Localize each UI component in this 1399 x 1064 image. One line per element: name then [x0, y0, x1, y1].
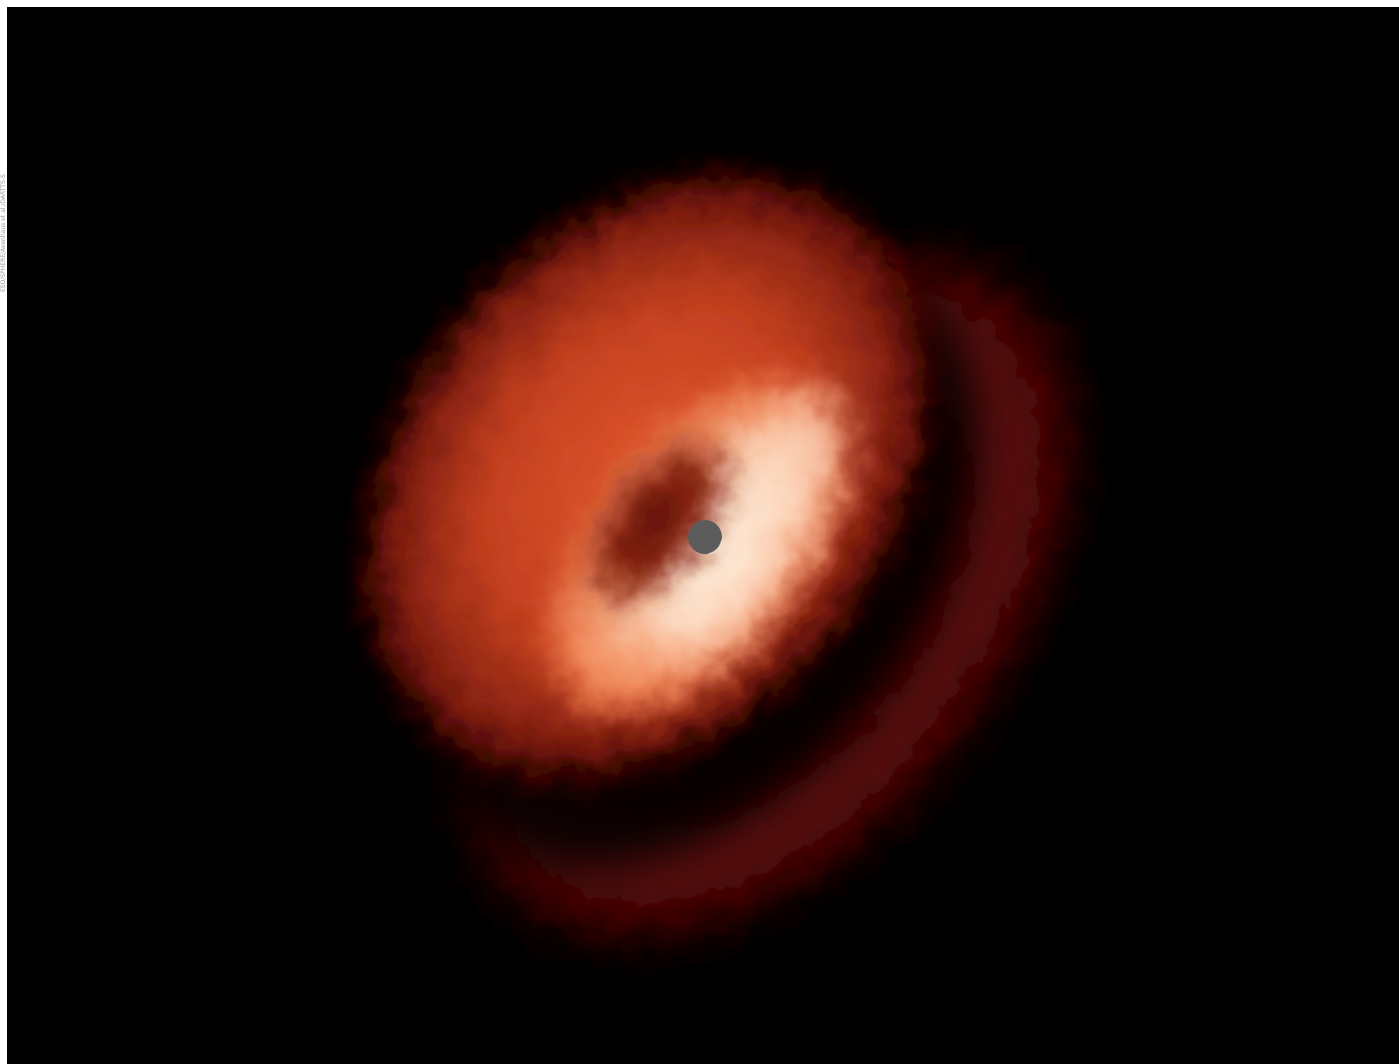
credit-strip: ESO/SPHERE/Avenhaus et al./DARTTS-S — [0, 0, 7, 300]
disk-image — [354, 163, 1095, 964]
inner-cavity — [571, 424, 743, 620]
coronagraph-mask — [688, 520, 723, 555]
image-frame — [7, 7, 1399, 1064]
